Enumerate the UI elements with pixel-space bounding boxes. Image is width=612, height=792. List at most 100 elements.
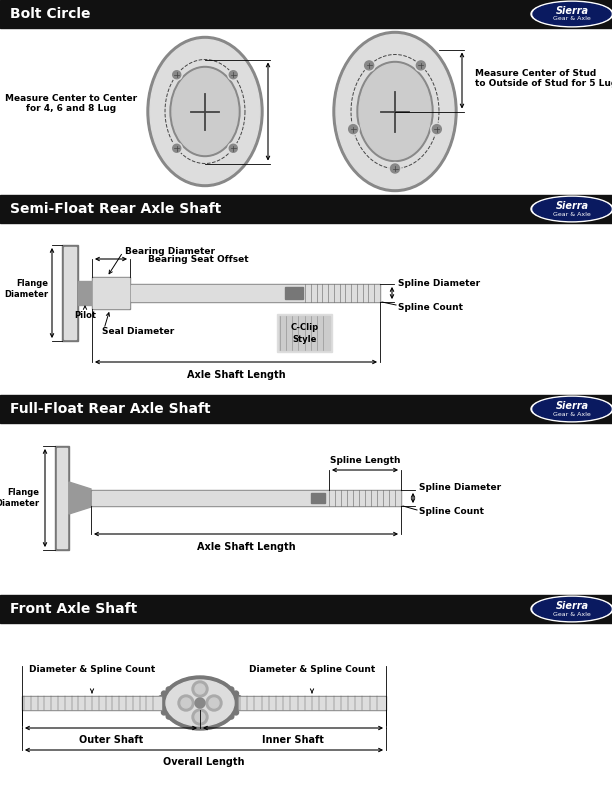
- Ellipse shape: [198, 722, 203, 727]
- Bar: [131, 285, 379, 301]
- Bar: [238, 696, 386, 710]
- Bar: [55, 446, 69, 550]
- Ellipse shape: [166, 714, 171, 719]
- Text: Bolt Circle: Bolt Circle: [10, 7, 91, 21]
- Ellipse shape: [206, 695, 222, 711]
- Bar: [22, 696, 162, 710]
- Text: Front Axle Shaft: Front Axle Shaft: [10, 602, 137, 616]
- Text: Gear & Axle: Gear & Axle: [553, 211, 591, 216]
- Text: Full-Float Rear Axle Shaft: Full-Float Rear Axle Shaft: [10, 402, 211, 416]
- Ellipse shape: [180, 720, 185, 725]
- Text: Sierra: Sierra: [556, 601, 589, 611]
- Ellipse shape: [363, 59, 375, 71]
- Bar: [91, 490, 401, 506]
- Text: Measure Center of Stud
to Outside of Stud for 5 Lug: Measure Center of Stud to Outside of Stu…: [475, 69, 612, 88]
- Ellipse shape: [357, 62, 433, 162]
- Text: Style: Style: [293, 334, 316, 344]
- Bar: [0, 395, 612, 423]
- Bar: [62, 245, 78, 341]
- Text: Diameter & Spline Count: Diameter & Spline Count: [29, 665, 155, 674]
- Text: Gear & Axle: Gear & Axle: [553, 611, 591, 616]
- Ellipse shape: [209, 698, 219, 708]
- Bar: [239, 697, 385, 709]
- Ellipse shape: [195, 698, 205, 708]
- Bar: [311, 493, 325, 503]
- Text: Outer Shaft: Outer Shaft: [79, 735, 143, 745]
- Text: Axle Shaft Length: Axle Shaft Length: [196, 542, 296, 552]
- Ellipse shape: [173, 718, 177, 722]
- Text: Semi-Float Rear Axle Shaft: Semi-Float Rear Axle Shaft: [10, 202, 222, 216]
- Text: Spline Diameter: Spline Diameter: [419, 483, 501, 493]
- Ellipse shape: [170, 67, 240, 157]
- Ellipse shape: [533, 2, 611, 25]
- Ellipse shape: [178, 695, 194, 711]
- Ellipse shape: [336, 35, 454, 188]
- Text: Sierra: Sierra: [556, 201, 589, 211]
- Ellipse shape: [198, 679, 203, 683]
- Ellipse shape: [192, 709, 208, 725]
- Text: Spline Count: Spline Count: [419, 508, 484, 516]
- Text: Spline Diameter: Spline Diameter: [398, 279, 480, 287]
- Ellipse shape: [359, 63, 431, 159]
- Ellipse shape: [416, 61, 425, 70]
- Bar: [92, 491, 400, 505]
- Ellipse shape: [230, 144, 237, 152]
- Text: Sierra: Sierra: [556, 401, 589, 411]
- Bar: [78, 281, 92, 305]
- Ellipse shape: [192, 681, 208, 697]
- Ellipse shape: [236, 706, 242, 710]
- Ellipse shape: [531, 196, 612, 222]
- Polygon shape: [69, 482, 91, 514]
- Ellipse shape: [206, 722, 211, 727]
- Text: Pilot: Pilot: [74, 311, 96, 320]
- Ellipse shape: [166, 680, 234, 726]
- Bar: [0, 595, 612, 623]
- Ellipse shape: [228, 69, 239, 80]
- Ellipse shape: [162, 691, 166, 696]
- Bar: [92, 277, 130, 309]
- Text: Axle Shaft Length: Axle Shaft Length: [187, 370, 285, 380]
- Text: Bearing Diameter: Bearing Diameter: [125, 247, 215, 257]
- Ellipse shape: [333, 32, 457, 192]
- Ellipse shape: [222, 683, 228, 688]
- Ellipse shape: [431, 123, 443, 135]
- Ellipse shape: [188, 680, 193, 684]
- Ellipse shape: [147, 36, 263, 186]
- Ellipse shape: [150, 40, 260, 184]
- Ellipse shape: [188, 722, 193, 727]
- Ellipse shape: [162, 676, 238, 730]
- Ellipse shape: [171, 69, 182, 80]
- Ellipse shape: [533, 197, 611, 220]
- Ellipse shape: [415, 59, 427, 71]
- Bar: [23, 697, 161, 709]
- Ellipse shape: [229, 687, 234, 692]
- Text: Diameter & Spline Count: Diameter & Spline Count: [249, 665, 375, 674]
- Text: Measure Center to Center
for 4, 6 and 8 Lug: Measure Center to Center for 4, 6 and 8 …: [5, 93, 137, 113]
- Bar: [277, 314, 332, 352]
- Bar: [64, 247, 76, 339]
- Bar: [0, 195, 612, 223]
- Text: Bearing Seat Offset: Bearing Seat Offset: [148, 254, 248, 264]
- Text: Gear & Axle: Gear & Axle: [553, 412, 591, 417]
- Ellipse shape: [173, 70, 181, 78]
- Ellipse shape: [531, 596, 612, 622]
- Text: Spline Count: Spline Count: [398, 303, 463, 311]
- Ellipse shape: [215, 720, 220, 725]
- Ellipse shape: [173, 144, 181, 152]
- Ellipse shape: [173, 683, 177, 688]
- Bar: [93, 278, 129, 308]
- Bar: [57, 448, 67, 548]
- Text: Inner Shaft: Inner Shaft: [262, 735, 324, 745]
- Text: Seal Diameter: Seal Diameter: [102, 326, 174, 336]
- Ellipse shape: [531, 396, 612, 422]
- Ellipse shape: [389, 162, 401, 174]
- Ellipse shape: [229, 714, 234, 719]
- Ellipse shape: [533, 398, 611, 421]
- Ellipse shape: [236, 695, 242, 701]
- Text: Overall Length: Overall Length: [163, 757, 245, 767]
- Text: C-Clip: C-Clip: [291, 323, 319, 333]
- Ellipse shape: [533, 597, 611, 620]
- Bar: [279, 316, 330, 350]
- Ellipse shape: [206, 680, 211, 684]
- Text: Sierra: Sierra: [556, 6, 589, 16]
